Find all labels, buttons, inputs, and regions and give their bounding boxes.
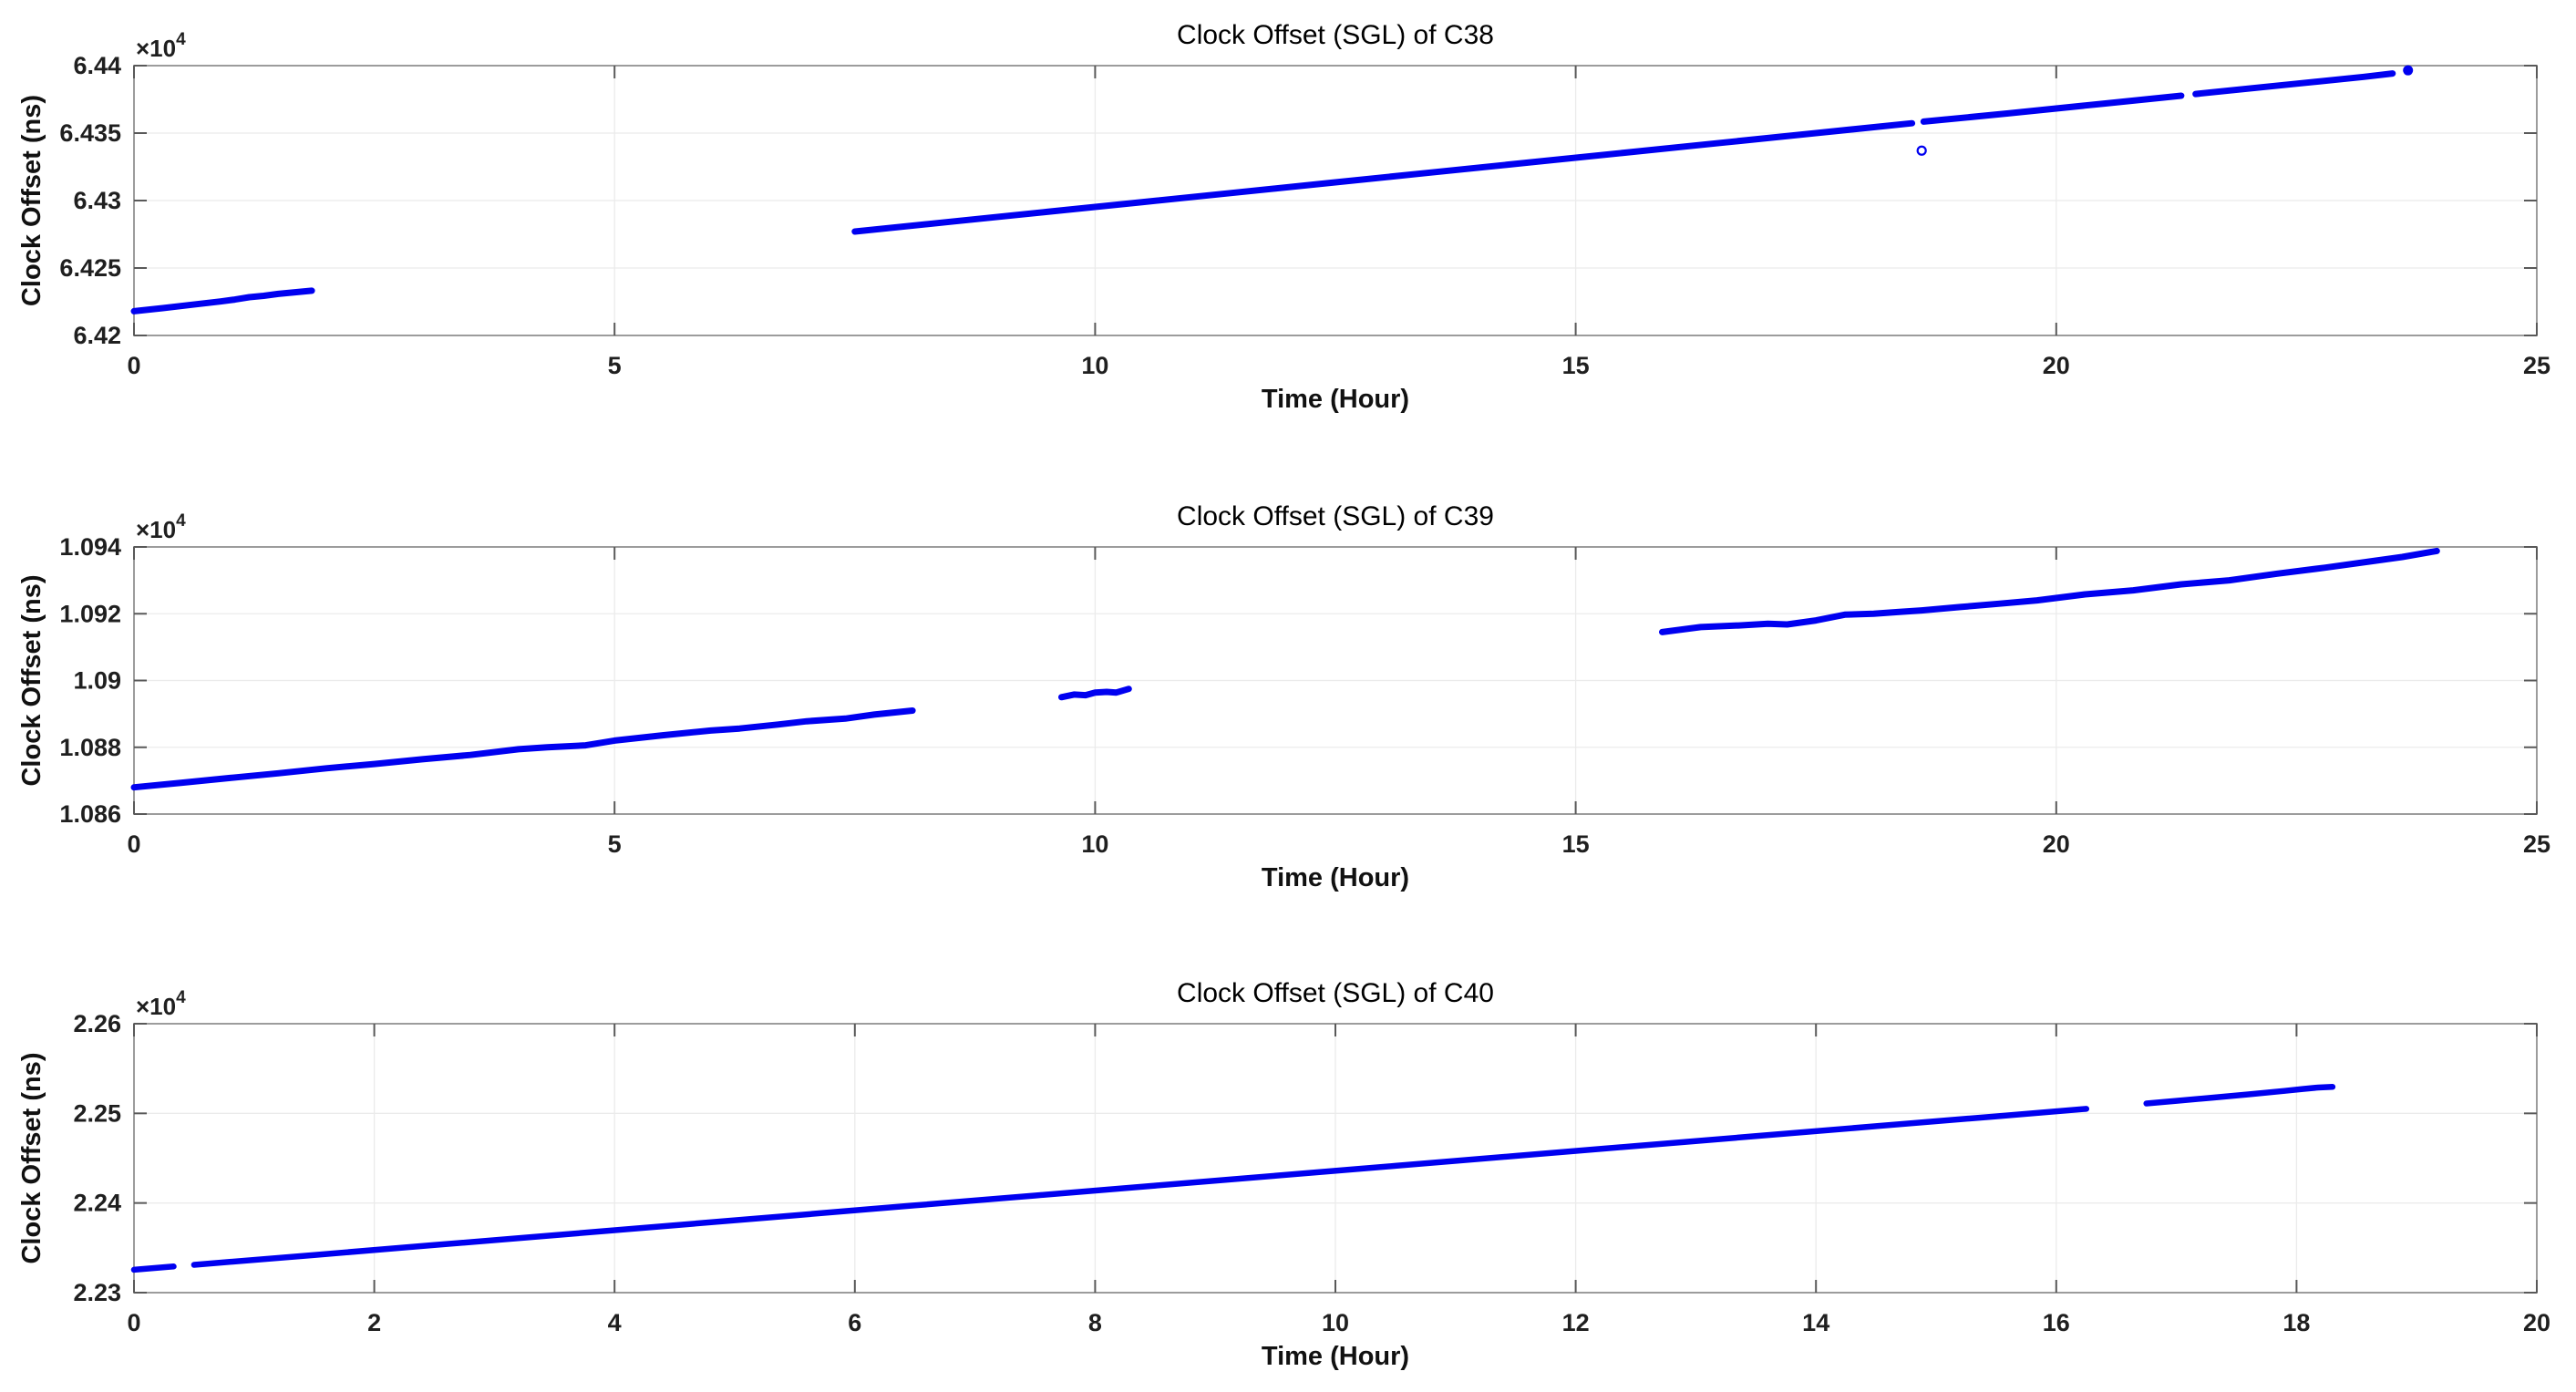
subplot-title: Clock Offset (SGL) of C39 bbox=[1177, 501, 1494, 531]
x-tick-label: 15 bbox=[1562, 830, 1590, 858]
x-tick-label: 0 bbox=[127, 1309, 140, 1336]
y-axis-exponent: ×104 bbox=[136, 511, 186, 543]
x-tick-label: 25 bbox=[2523, 830, 2550, 858]
y-tick-label: 6.435 bbox=[59, 119, 121, 147]
outlier-marker bbox=[1916, 145, 1927, 156]
y-tick-label: 2.24 bbox=[73, 1190, 121, 1217]
x-axis-label: Time (Hour) bbox=[1262, 385, 1409, 414]
x-tick-label: 4 bbox=[608, 1309, 622, 1336]
x-tick-label: 25 bbox=[2523, 352, 2550, 379]
y-tick-label: 2.26 bbox=[73, 1010, 121, 1037]
x-tick-label: 8 bbox=[1088, 1309, 1102, 1336]
data-line-segment bbox=[2192, 70, 2396, 98]
data-line-segment bbox=[2143, 1084, 2336, 1107]
y-tick-label: 6.425 bbox=[59, 254, 121, 282]
y-axis-label: Clock Offset (ns) bbox=[17, 1052, 46, 1263]
data-line-segment bbox=[130, 707, 916, 791]
y-axis-exponent: ×104 bbox=[136, 988, 186, 1020]
x-tick-label: 15 bbox=[1562, 352, 1590, 379]
subplot-c40: 2.23 2.24 2.25 2.26 0 2 4 6 8 10 12 14 16 18 20 ×104 Clo… bbox=[17, 978, 2550, 1371]
x-tick-label: 2 bbox=[367, 1309, 381, 1336]
y-tick-label: 6.43 bbox=[73, 187, 121, 214]
x-tick-label: 20 bbox=[2043, 352, 2070, 379]
y-tick-label: 1.088 bbox=[59, 734, 121, 761]
data-line-segment bbox=[1920, 92, 2185, 125]
data-line-segment bbox=[1058, 686, 1132, 701]
data-line-segment bbox=[851, 119, 1916, 235]
x-tick-label: 10 bbox=[1081, 830, 1108, 858]
y-tick-label: 6.44 bbox=[73, 52, 121, 79]
y-tick-label: 1.094 bbox=[59, 533, 121, 561]
x-tick-label: 5 bbox=[608, 830, 622, 858]
subplot-title: Clock Offset (SGL) of C40 bbox=[1177, 978, 1494, 1008]
y-tick-label: 1.09 bbox=[73, 667, 121, 695]
y-axis-label: Clock Offset (ns) bbox=[17, 574, 46, 786]
x-tick-label: 14 bbox=[1802, 1309, 1829, 1336]
y-tick-label: 1.092 bbox=[59, 600, 121, 627]
data-dot bbox=[2403, 65, 2414, 76]
y-tick-label: 2.25 bbox=[73, 1099, 121, 1127]
x-tick-label: 18 bbox=[2282, 1309, 2310, 1336]
x-tick-label: 12 bbox=[1562, 1309, 1590, 1336]
x-axis-label: Time (Hour) bbox=[1262, 1342, 1409, 1371]
data-line-segment bbox=[130, 287, 315, 314]
x-tick-label: 6 bbox=[848, 1309, 861, 1336]
y-axis-exponent: ×104 bbox=[136, 30, 186, 62]
subplot-c39: 1.086 1.088 1.09 1.092 1.094 0 5 10 15 20 25 ×104 Cl… bbox=[17, 501, 2550, 892]
x-tick-label: 20 bbox=[2043, 830, 2070, 858]
x-tick-label: 5 bbox=[608, 352, 622, 379]
x-tick-label: 0 bbox=[127, 830, 140, 858]
y-tick-label: 1.086 bbox=[59, 800, 121, 828]
subplot-c38: 6.42 6.425 6.43 6.435 6.44 0 5 10 15 20 25 ×104 Cloc… bbox=[17, 20, 2550, 414]
x-axis-label: Time (Hour) bbox=[1262, 863, 1409, 892]
x-tick-label: 16 bbox=[2043, 1309, 2070, 1336]
x-tick-label: 10 bbox=[1322, 1309, 1349, 1336]
data-line-segment bbox=[130, 1263, 177, 1273]
x-tick-label: 0 bbox=[127, 352, 140, 379]
data-line-segment bbox=[1659, 547, 2440, 635]
x-tick-label: 10 bbox=[1081, 352, 1108, 379]
data-line-segment bbox=[191, 1106, 2090, 1268]
subplot-title: Clock Offset (SGL) of C38 bbox=[1177, 20, 1494, 50]
x-tick-label: 20 bbox=[2523, 1309, 2550, 1336]
y-axis-label: Clock Offset (ns) bbox=[17, 95, 46, 306]
y-tick-label: 6.42 bbox=[73, 322, 121, 349]
y-tick-label: 2.23 bbox=[73, 1279, 121, 1306]
